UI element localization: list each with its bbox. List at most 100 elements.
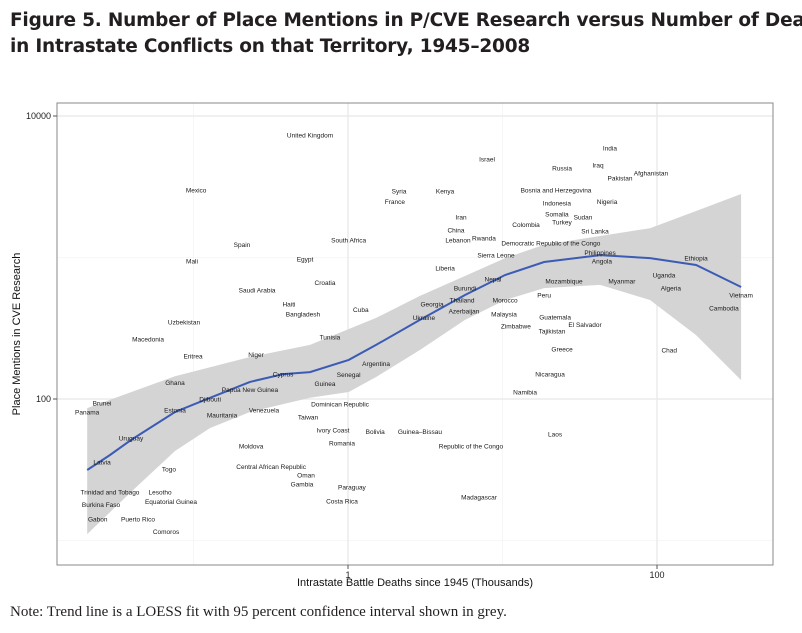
point-label: Namibia [513,389,537,396]
point-label: Iran [455,214,467,221]
point-label: Chad [661,347,677,354]
point-label: Ivory Coast [317,427,350,434]
point-label: Estonia [164,407,186,414]
x-tick-label: 1 [345,570,350,580]
point-label: Taiwan [298,414,319,421]
point-labels: United Kingdom Mexico Spain Mali Egypt South … [75,132,753,536]
point-label: Russia [552,165,572,172]
point-label: Bangladesh [286,311,321,318]
point-label: Angola [592,258,613,265]
point-label: Indonesia [543,200,572,207]
point-label: Mali [186,258,198,265]
point-label: Laos [548,431,563,438]
x-tick-label: 100 [649,570,664,580]
y-tick-label: 10000 [26,111,51,121]
point-label: Spain [234,242,251,249]
point-label: Comoros [153,529,180,536]
point-label: Trinidad and Tobago [81,489,140,496]
point-label: Guinea [315,381,336,388]
point-label: Cyprus [273,371,294,378]
point-label: Panama [75,409,100,416]
x-axis-label: Intrastate Battle Deaths since 1945 (Tho… [297,577,533,589]
point-label: Nigeria [597,199,618,206]
point-label: Azerbaijan [449,308,480,315]
point-label: Mauritania [207,412,238,419]
point-label: Kenya [436,188,455,195]
point-label: Thailand [450,297,475,304]
point-label: Venezuela [249,407,280,414]
point-label: Iraq [592,162,604,169]
point-label: Cuba [353,307,369,314]
point-label: Colombia [512,222,540,229]
point-label: Israel [479,156,495,163]
point-label: Uganda [653,272,676,279]
point-label: Central African Republic [236,464,306,471]
point-label: Turkey [552,219,572,226]
point-label: United Kingdom [287,132,333,139]
point-label: Egypt [297,256,314,263]
point-label: Papua New Guinea [222,387,279,394]
figure-title-line2: in Intrastate Conflicts on that Territor… [10,36,531,57]
point-label: Liberia [435,265,455,272]
point-label: Pakistan [608,175,633,182]
point-label: Gambia [291,481,314,488]
point-label: Croatia [315,280,336,287]
point-label: China [447,227,464,234]
point-label: Haiti [282,301,295,308]
point-label: Rwanda [472,235,496,242]
point-label: Syria [392,188,407,195]
point-label: Puerto Rico [121,516,155,523]
point-label: Latvia [93,459,111,466]
point-label: Costa Rica [326,498,358,505]
point-label: Bosnia and Herzegovina [521,187,592,194]
point-label: Oman [297,472,315,479]
point-label: India [603,145,617,152]
point-label: Gabon [88,516,108,523]
loess-trend-line [86,254,742,471]
point-label: Nicaragua [535,371,565,378]
point-label: Afghanistan [634,170,669,177]
point-label: Republic of the Congo [439,443,504,450]
point-label: Equatorial Guinea [145,499,197,506]
point-label: Georgia [420,301,444,308]
point-label: Madagascar [461,494,498,501]
plot-border [56,102,774,566]
point-label: Burkina Faso [82,502,121,509]
axis-ticks: 1 100 100 10000 [26,111,665,580]
point-label: Macedonia [132,336,164,343]
figure-title-line1: Figure 5. Number of Place Mentions in P/… [10,10,802,31]
point-label: Cambodia [709,305,739,312]
point-label: Argentina [362,361,390,368]
point-label: Ukraine [413,315,436,322]
point-label: Bolivia [366,429,386,436]
point-label: Lesotho [148,489,172,496]
point-label: Guinea–Bissau [398,429,442,436]
point-label: Philippines [584,250,616,257]
point-label: Ethiopia [684,255,708,262]
figure-note: Note: Trend line is a LOESS fit with 95 … [10,604,507,620]
point-label: Mexico [186,187,207,194]
point-label: Moldova [239,443,264,450]
point-label: Senegal [337,372,361,379]
point-label: Malaysia [491,311,517,318]
point-label: Morocco [493,297,518,304]
point-label: Sierra Leone [477,252,515,259]
point-label: Romania [329,440,355,447]
point-label: Vietnam [729,292,753,299]
point-label: Eritrea [183,353,203,360]
point-label: Togo [162,466,176,473]
point-label: Dominican Republic [311,401,370,408]
point-label: Sudan [574,214,593,221]
point-label: Mozambique [545,278,583,285]
point-label: Greece [551,346,573,353]
point-label: Guatemala [539,314,571,321]
point-label: Djibouti [199,396,221,403]
y-axis-label: Place Mentions in CVE Research [11,253,23,416]
point-label: Somalia [545,211,569,218]
confidence-band [87,194,742,535]
point-label: Algeria [661,285,682,292]
point-label: Lebanon [445,237,471,244]
point-label: Uruguay [119,435,144,442]
figure-title: Figure 5. Number of Place Mentions in P/… [10,8,802,60]
point-label: Niger [248,352,264,359]
